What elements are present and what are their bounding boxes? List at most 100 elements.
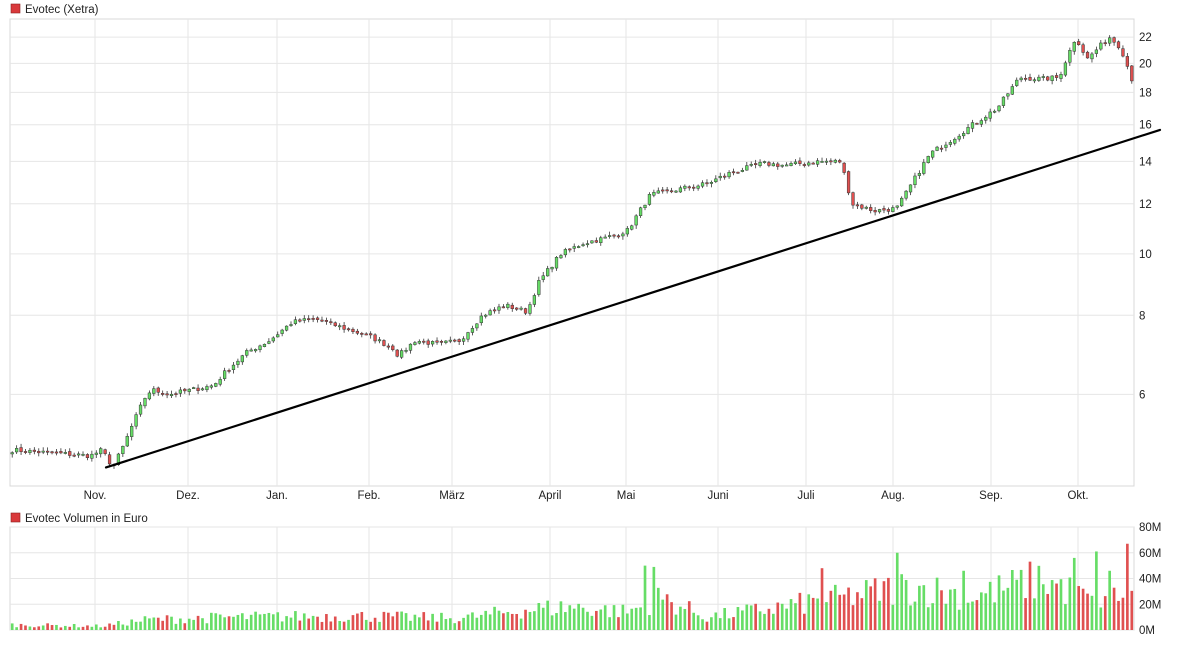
volume-bar-up xyxy=(179,618,182,630)
volume-bar-down xyxy=(435,621,439,630)
volume-bar-up xyxy=(280,621,284,630)
candle-down xyxy=(523,308,528,314)
candle-up xyxy=(506,303,510,308)
price-tick-label: 18 xyxy=(1139,87,1152,99)
candle-down xyxy=(324,320,329,322)
price-plot-frame xyxy=(9,18,1135,487)
volume-tick-label: 40M xyxy=(1139,574,1161,586)
volume-bar-series xyxy=(10,543,1134,630)
candle-down xyxy=(1023,77,1028,80)
candle-up xyxy=(187,388,191,392)
candle-up xyxy=(727,171,731,178)
candle-down xyxy=(298,319,302,322)
volume-bar-down xyxy=(829,590,833,630)
volume-bar-up xyxy=(143,616,147,630)
candle-up xyxy=(714,178,718,182)
candle-up xyxy=(780,164,784,167)
candle-down xyxy=(329,321,333,324)
volume-bar-down xyxy=(617,617,620,630)
volume-bar-up xyxy=(962,570,965,630)
volume-bar-down xyxy=(316,616,319,630)
volume-bar-down xyxy=(156,617,160,630)
candle-up xyxy=(833,159,837,163)
volume-bar-up xyxy=(187,618,191,630)
volume-bar-up xyxy=(763,613,766,630)
volume-bar-up xyxy=(152,617,156,630)
candle-down xyxy=(45,450,50,453)
volume-bar-down xyxy=(320,621,324,630)
candle-up xyxy=(585,243,590,246)
volume-bar-up xyxy=(254,611,257,630)
volume-bar-up xyxy=(174,623,178,630)
candle-up xyxy=(891,207,895,212)
volume-y-axis: 0M 20M 40M 60M 80M xyxy=(1139,522,1161,637)
candle-up xyxy=(771,163,775,167)
volume-bar-up xyxy=(749,605,753,630)
volume-bar-up xyxy=(586,611,589,630)
candle-up xyxy=(444,340,448,343)
candle-up xyxy=(546,268,550,277)
candle-down xyxy=(320,319,324,322)
candle-up xyxy=(245,350,249,356)
volume-bar-down xyxy=(46,623,49,630)
candle-down xyxy=(395,349,399,357)
candle-up xyxy=(537,280,541,295)
volume-bar-up xyxy=(537,603,541,630)
volume-bar-up xyxy=(652,566,656,630)
volume-bar-up xyxy=(214,613,218,630)
volume-bar-up xyxy=(311,615,315,630)
candle-up xyxy=(205,386,209,391)
candle-up xyxy=(599,237,603,244)
volume-bar-down xyxy=(887,577,890,630)
volume-bar-up xyxy=(546,600,549,630)
volume-bar-up xyxy=(900,574,904,630)
volume-bar-down xyxy=(502,613,505,630)
candle-up xyxy=(643,204,647,209)
volume-bar-up xyxy=(289,617,293,630)
candle-down xyxy=(767,162,771,166)
volume-bar-up xyxy=(134,621,138,630)
volume-bar-up xyxy=(603,605,607,630)
volume-bar-up xyxy=(794,603,797,630)
candle-up xyxy=(607,235,612,237)
candle-up xyxy=(63,452,67,454)
volume-bar-up xyxy=(479,614,483,630)
volume-tick-label: 60M xyxy=(1139,548,1161,560)
candle-down xyxy=(1121,48,1125,57)
candle-up xyxy=(815,160,820,165)
candle-up xyxy=(926,156,930,164)
candle-down xyxy=(342,325,346,330)
candle-up xyxy=(289,324,293,326)
volume-bar-up xyxy=(249,614,253,630)
candle-up xyxy=(984,116,988,121)
volume-bar-down xyxy=(1130,590,1134,630)
candle-up xyxy=(820,161,824,163)
volume-bar-up xyxy=(710,617,713,630)
candle-up xyxy=(121,445,125,454)
volume-bar-up xyxy=(418,617,421,630)
candle-down xyxy=(616,235,621,238)
volume-bar-up xyxy=(1099,607,1103,630)
candle-up xyxy=(1090,53,1094,60)
volume-bar-up xyxy=(276,612,280,630)
candle-down xyxy=(1077,41,1081,45)
candle-down xyxy=(333,322,337,327)
volume-bar-down xyxy=(351,615,355,630)
month-label: Aug. xyxy=(881,490,905,502)
candle-down xyxy=(687,186,691,189)
volume-bar-up xyxy=(988,581,992,630)
month-label: Mai xyxy=(617,490,636,502)
price-y-axis: 6 8 10 12 14 16 18 20 22 xyxy=(1139,32,1152,401)
candle-up xyxy=(992,110,997,113)
candle-down xyxy=(72,454,76,457)
candle-up xyxy=(218,379,222,385)
volume-bar-up xyxy=(1108,570,1111,630)
candle-down xyxy=(798,160,802,164)
candle-up xyxy=(236,360,240,365)
month-label: Jan. xyxy=(266,490,288,502)
volume-bar-up xyxy=(236,614,240,630)
volume-bar-up xyxy=(736,607,740,630)
candle-down xyxy=(311,318,315,320)
